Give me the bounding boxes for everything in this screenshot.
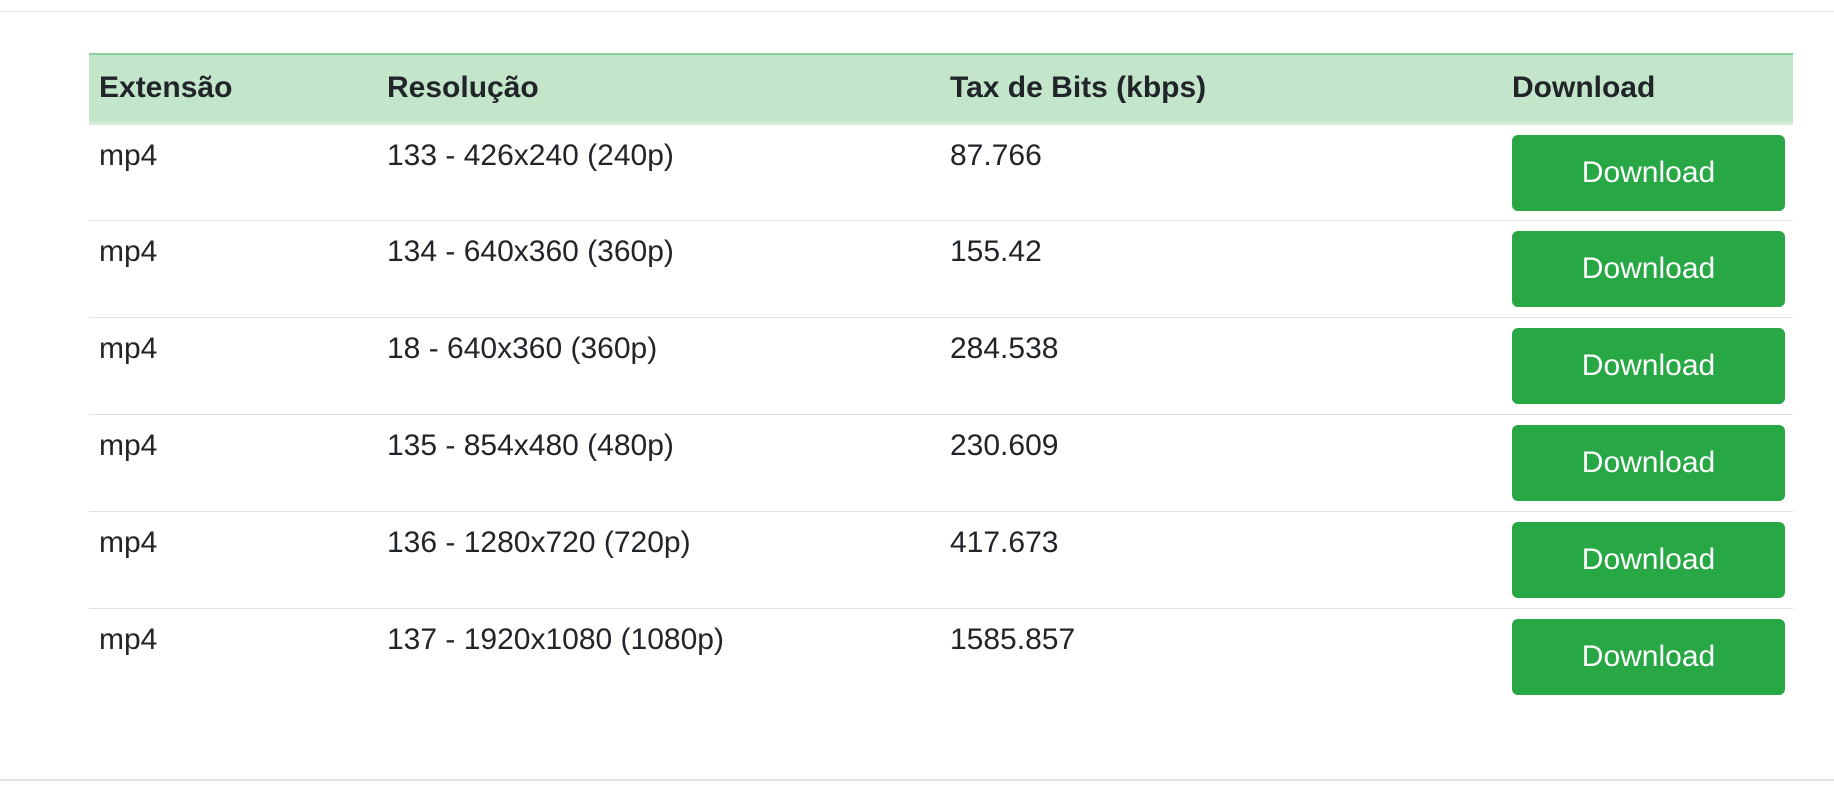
download-button[interactable]: Download [1512, 230, 1785, 307]
cell-resolution: 134 - 640x360 (360p) [377, 220, 940, 318]
table-header: Extensão Resolução Tax de Bits (kbps) Do… [89, 53, 1793, 125]
table-row: mp4 135 - 854x480 (480p) 230.609 Downloa… [89, 414, 1793, 512]
table-row: mp4 18 - 640x360 (360p) 284.538 Download [89, 317, 1793, 415]
cell-bitrate: 284.538 [940, 317, 1502, 415]
header-resolution: Resolução [377, 53, 940, 125]
download-button[interactable]: Download [1512, 327, 1785, 404]
header-extension: Extensão [89, 53, 377, 125]
header-bitrate: Tax de Bits (kbps) [940, 53, 1502, 125]
cell-bitrate: 87.766 [940, 123, 1502, 221]
cell-download: Download [1502, 220, 1793, 318]
download-button[interactable]: Download [1512, 521, 1785, 598]
header-row: Extensão Resolução Tax de Bits (kbps) Do… [89, 53, 1793, 125]
table-row: mp4 133 - 426x240 (240p) 87.766 Download [89, 123, 1793, 221]
cell-extension: mp4 [99, 622, 158, 656]
table-row: mp4 137 - 1920x1080 (1080p) 1585.857 Dow… [89, 608, 1793, 705]
download-button[interactable]: Download [1512, 618, 1785, 695]
bottom-divider [0, 779, 1834, 781]
cell-download: Download [1502, 123, 1793, 221]
cell-resolution: 133 - 426x240 (240p) [377, 123, 940, 221]
header-download: Download [1502, 53, 1793, 125]
top-divider [0, 11, 1834, 12]
cell-bitrate: 417.673 [940, 511, 1502, 609]
cell-resolution: 136 - 1280x720 (720p) [377, 511, 940, 609]
cell-bitrate: 155.42 [940, 220, 1502, 318]
cell-resolution: 18 - 640x360 (360p) [377, 317, 940, 415]
cell-extension: mp4 [89, 511, 377, 609]
cell-resolution: 137 - 1920x1080 (1080p) [387, 622, 724, 656]
cell-extension: mp4 [89, 414, 377, 512]
download-button[interactable]: Download [1512, 134, 1785, 211]
cell-download: Download [1502, 317, 1793, 415]
formats-table: Extensão Resolução Tax de Bits (kbps) Do… [89, 53, 1793, 705]
download-button[interactable]: Download [1512, 424, 1785, 501]
table-body: mp4 133 - 426x240 (240p) 87.766 Download… [89, 123, 1793, 705]
cell-resolution: 135 - 854x480 (480p) [377, 414, 940, 512]
cell-download: Download [1502, 511, 1793, 609]
cell-download: Download [1502, 608, 1793, 705]
cell-extension: mp4 [89, 123, 377, 221]
cell-bitrate: 1585.857 [950, 622, 1076, 656]
cell-extension: mp4 [89, 220, 377, 318]
table-row: mp4 134 - 640x360 (360p) 155.42 Download [89, 220, 1793, 318]
cell-bitrate: 230.609 [940, 414, 1502, 512]
cell-download: Download [1502, 414, 1793, 512]
table-row: mp4 136 - 1280x720 (720p) 417.673 Downlo… [89, 511, 1793, 609]
cell-extension: mp4 [89, 317, 377, 415]
